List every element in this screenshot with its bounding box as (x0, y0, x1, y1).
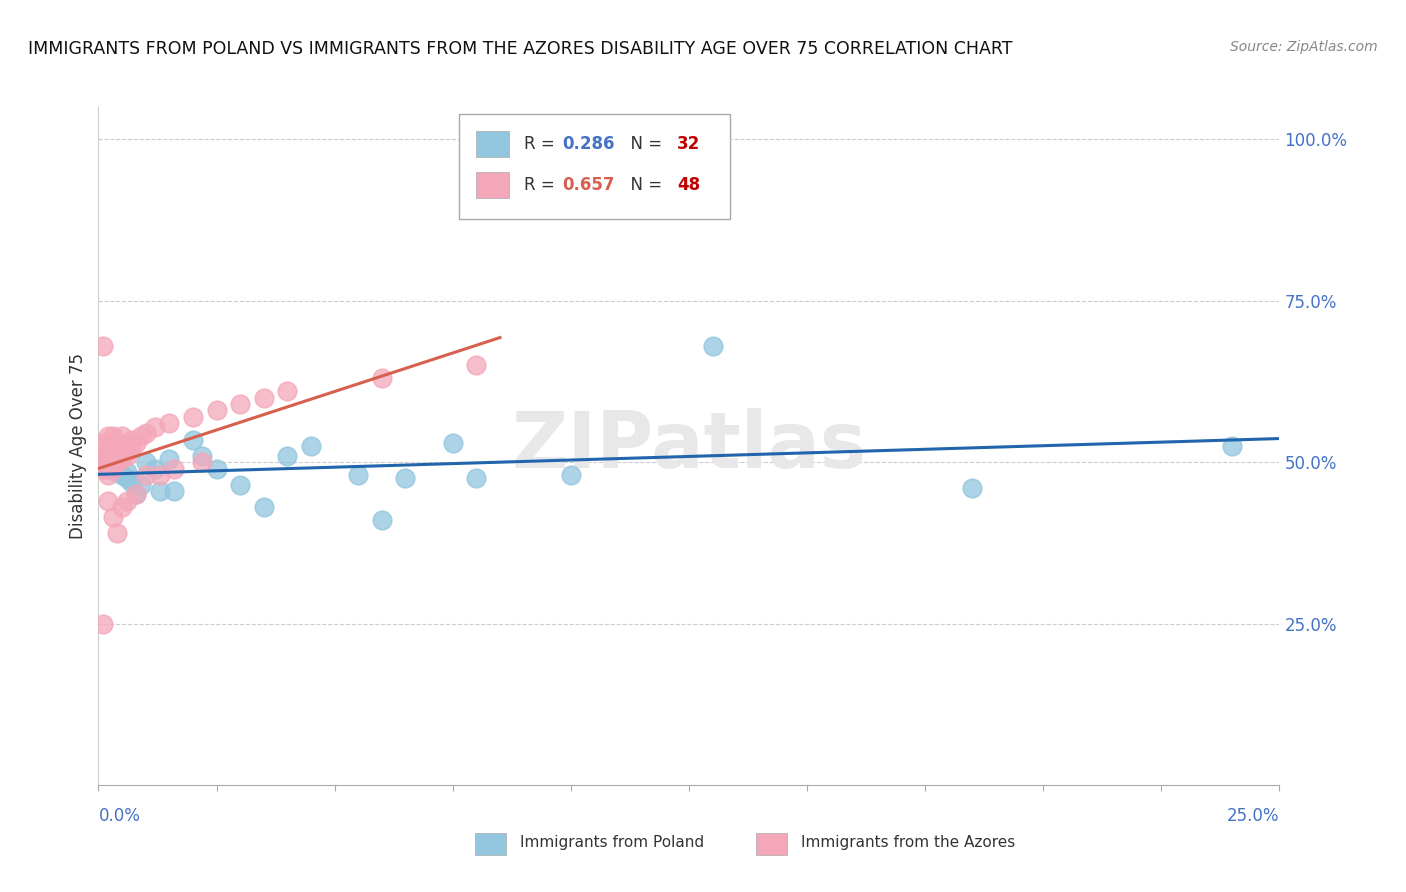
Text: N =: N = (620, 176, 668, 194)
Point (253, 500, 276, 515)
Point (97, 458, 120, 473)
Point (91, 339, 114, 353)
Point (125, 487, 148, 501)
FancyBboxPatch shape (458, 114, 730, 219)
Text: N =: N = (620, 136, 668, 153)
Point (394, 471, 416, 485)
Point (276, 449, 298, 463)
Point (101, 455, 124, 469)
Point (97, 494, 120, 508)
Point (91, 461, 114, 475)
Point (157, 451, 180, 466)
Point (101, 510, 124, 524)
Point (121, 475, 143, 489)
Point (105, 465, 128, 479)
Point (115, 471, 138, 485)
Text: ZIPatlas: ZIPatlas (512, 408, 866, 484)
Point (111, 442, 134, 457)
Point (299, 439, 322, 453)
Point (115, 439, 138, 453)
Text: 0.0%: 0.0% (98, 807, 141, 825)
Text: R =: R = (523, 176, 560, 194)
Point (149, 468, 172, 483)
Point (371, 371, 394, 385)
Point (97, 429, 120, 443)
Point (181, 409, 204, 424)
Point (135, 426, 157, 441)
Text: 25.0%: 25.0% (1227, 807, 1279, 825)
Point (149, 484, 172, 499)
Point (111, 451, 134, 466)
Text: 0.657: 0.657 (562, 176, 614, 194)
Point (465, 359, 488, 373)
Point (229, 477, 252, 491)
Point (560, 468, 582, 483)
Point (143, 419, 166, 434)
Point (191, 455, 214, 469)
Point (91, 435, 114, 450)
Point (111, 500, 134, 515)
Text: 0.286: 0.286 (562, 136, 614, 153)
Point (441, 435, 464, 450)
Point (205, 403, 228, 417)
Point (97, 449, 120, 463)
Point (91, 449, 114, 463)
Point (111, 429, 134, 443)
Point (962, 481, 984, 495)
Point (135, 455, 157, 469)
Text: IMMIGRANTS FROM POLAND VS IMMIGRANTS FROM THE AZORES DISABILITY AGE OVER 75 CORR: IMMIGRANTS FROM POLAND VS IMMIGRANTS FRO… (28, 40, 1012, 58)
Point (121, 442, 143, 457)
Point (135, 468, 157, 483)
Point (91, 616, 114, 631)
Point (276, 384, 298, 398)
Point (97, 468, 120, 483)
Point (125, 487, 148, 501)
Point (121, 433, 143, 447)
Text: 48: 48 (678, 176, 700, 194)
Point (253, 391, 276, 405)
FancyBboxPatch shape (477, 172, 509, 198)
Point (115, 465, 138, 479)
Point (129, 477, 152, 491)
Point (191, 449, 214, 463)
Point (91, 458, 114, 473)
Point (101, 451, 124, 466)
Point (125, 435, 148, 450)
Point (115, 449, 138, 463)
Point (105, 445, 128, 459)
Point (101, 442, 124, 457)
Point (371, 513, 394, 527)
Point (105, 435, 128, 450)
Point (101, 461, 124, 475)
Point (702, 339, 724, 353)
Point (97, 461, 120, 475)
Point (157, 417, 180, 431)
Y-axis label: Disability Age Over 75: Disability Age Over 75 (69, 353, 87, 539)
Point (115, 494, 138, 508)
Point (91, 455, 114, 469)
Point (111, 468, 134, 483)
Point (181, 433, 204, 447)
Point (105, 455, 128, 469)
Point (111, 449, 134, 463)
Point (101, 429, 124, 443)
Point (105, 526, 128, 541)
FancyBboxPatch shape (477, 131, 509, 157)
Point (347, 468, 370, 483)
Point (97, 442, 120, 457)
Point (229, 397, 252, 411)
Point (1220, 439, 1243, 453)
Text: Source: ZipAtlas.com: Source: ZipAtlas.com (1230, 40, 1378, 54)
Text: 32: 32 (678, 136, 700, 153)
Text: R =: R = (523, 136, 560, 153)
Point (129, 429, 152, 443)
Text: Immigrants from the Azores: Immigrants from the Azores (801, 836, 1015, 850)
Text: Immigrants from Poland: Immigrants from Poland (520, 836, 704, 850)
Point (143, 461, 166, 475)
Point (163, 461, 186, 475)
Point (205, 461, 228, 475)
Point (465, 471, 488, 485)
Point (91, 442, 114, 457)
Point (163, 484, 186, 499)
